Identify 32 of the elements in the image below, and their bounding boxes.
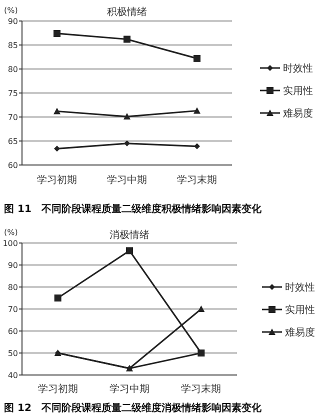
y-tick-label: 80	[8, 65, 18, 74]
y-tick-label: 60	[8, 161, 18, 170]
y-tick-label: 65	[8, 137, 18, 146]
y-tick-label: 90	[8, 261, 18, 270]
legend-label: 时效性	[283, 62, 313, 74]
legend-label: 难易度	[285, 326, 315, 338]
y-tick-label: 90	[8, 17, 18, 26]
y-tick-label: 60	[8, 327, 18, 336]
legend-label: 时效性	[285, 282, 315, 294]
caption: 图 11 不同阶段课程质量二级维度积极情绪影响因素变化	[4, 203, 262, 215]
y-tick-label: 75	[8, 89, 18, 98]
x-tick-label: 学习初期	[38, 383, 78, 395]
x-tick-label: 学习末期	[177, 174, 217, 186]
y-tick-label: 70	[8, 113, 18, 122]
x-tick-label: 学习末期	[181, 383, 222, 395]
y-tick-label: 50	[8, 349, 18, 358]
x-tick-label: 学习初期	[37, 174, 77, 186]
chart-title: 积极情绪	[107, 6, 147, 18]
x-tick-label: 学习中期	[110, 383, 150, 395]
legend-label: 实用性	[285, 304, 315, 316]
y-axis-title: (%)	[4, 228, 18, 237]
chart-title: 消极情绪	[110, 229, 150, 241]
legend-label: 实用性	[283, 85, 313, 97]
y-axis-title: (%)	[4, 6, 18, 15]
y-tick-label: 85	[8, 41, 18, 50]
caption: 图 12 不同阶段课程质量二级维度消极情绪影响因素变化	[4, 402, 262, 414]
y-tick-label: 80	[8, 283, 18, 292]
legend-label: 难易度	[283, 108, 313, 120]
y-tick-label: 100	[2, 239, 18, 248]
x-tick-label: 学习中期	[107, 174, 147, 186]
y-tick-label: 70	[8, 305, 18, 314]
y-tick-label: 40	[8, 371, 18, 380]
